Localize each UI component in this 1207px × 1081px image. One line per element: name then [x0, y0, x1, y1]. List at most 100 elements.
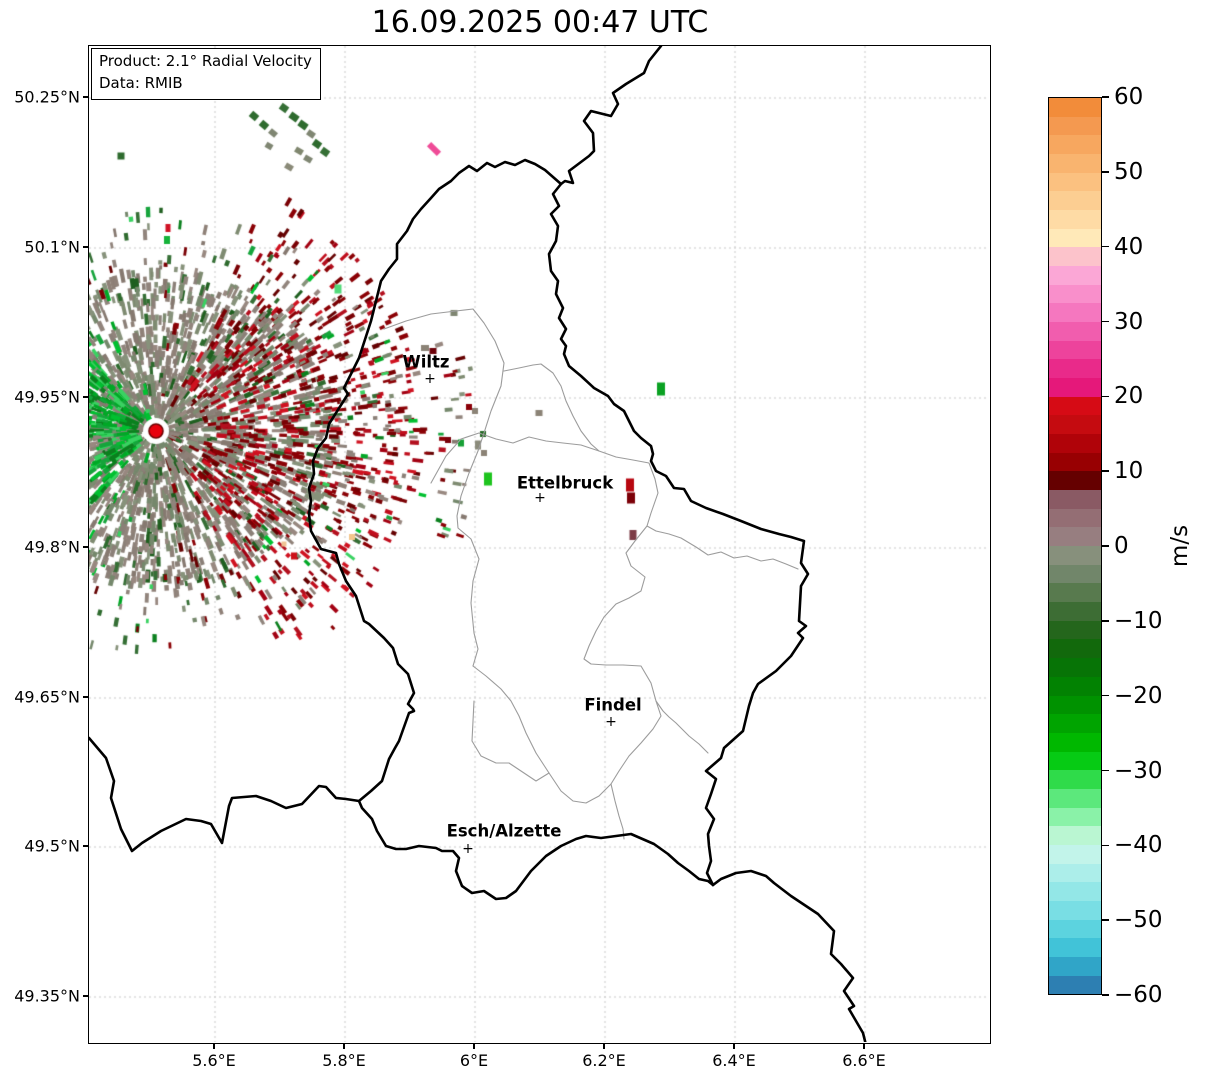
colorbar-tick-label: −50	[1114, 907, 1163, 934]
colorbar-band	[1049, 826, 1101, 845]
y-tick-mark	[83, 845, 88, 847]
x-tick-mark	[863, 1044, 865, 1049]
colorbar-band	[1049, 844, 1101, 864]
colorbar-tick-mark	[1102, 171, 1109, 173]
colorbar-band	[1049, 490, 1101, 509]
colorbar-band	[1049, 975, 1101, 995]
y-tick-mark	[83, 696, 88, 698]
colorbar-band	[1049, 956, 1101, 976]
colorbar-band	[1049, 882, 1101, 901]
colorbar-band	[1049, 284, 1101, 304]
country-border	[89, 736, 361, 853]
colorbar-tick-label: 10	[1114, 458, 1144, 485]
city-label-esch-alzette: Esch/Alzette	[446, 821, 562, 841]
country-border	[559, 46, 663, 186]
district-border	[610, 783, 625, 840]
x-tick-label: 5.6°E	[192, 1051, 236, 1070]
colorbar-band	[1049, 116, 1101, 136]
colorbar-tick-label: −20	[1114, 682, 1163, 709]
y-tick-mark	[83, 246, 88, 248]
colorbar-tick-mark	[1102, 470, 1109, 472]
colorbar-band	[1049, 919, 1101, 939]
x-tick-label: 5.8°E	[322, 1051, 366, 1070]
city-label-findel: Findel	[584, 695, 642, 715]
colorbar-tick-label: 60	[1114, 84, 1144, 110]
colorbar-band	[1049, 471, 1101, 491]
colorbar-band	[1049, 452, 1101, 472]
colorbar	[1048, 97, 1102, 995]
colorbar-tick-label: 50	[1114, 158, 1144, 185]
colorbar-band	[1049, 172, 1101, 192]
product-line: Product: 2.1° Radial Velocity	[99, 52, 312, 70]
colorbar-band	[1049, 620, 1101, 640]
colorbar-band	[1049, 770, 1101, 789]
figure-title: 16.09.2025 00:47 UTC	[371, 5, 709, 40]
y-tick-label: 49.35°N	[14, 986, 80, 1006]
colorbar-tick-mark	[1102, 96, 1109, 98]
city-label-wiltz: Wiltz	[402, 352, 450, 372]
city-marker-icon: +	[462, 841, 474, 857]
colorbar-band	[1049, 154, 1101, 173]
colorbar-band	[1049, 434, 1101, 453]
colorbar-band	[1049, 863, 1101, 883]
colorbar-band	[1049, 564, 1101, 584]
country-border	[357, 799, 715, 901]
colorbar-tick-mark	[1102, 919, 1109, 921]
colorbar-tick-label: −30	[1114, 757, 1163, 784]
colorbar-band	[1049, 676, 1101, 696]
colorbar-band	[1049, 788, 1101, 808]
y-tick-mark	[83, 995, 88, 997]
x-tick-label: 6°E	[459, 1051, 489, 1070]
colorbar-band	[1049, 266, 1101, 285]
y-tick-mark	[83, 396, 88, 398]
colorbar-band	[1049, 228, 1101, 248]
colorbar-tick-mark	[1102, 395, 1109, 398]
city-label-ettelbruck: Ettelbruck	[516, 473, 614, 493]
x-tick-mark	[343, 1044, 345, 1049]
y-tick-label: 50.25°N	[14, 87, 80, 107]
y-tick-mark	[83, 546, 88, 548]
colorbar-band	[1049, 583, 1101, 603]
colorbar-band	[1049, 322, 1101, 341]
country-border	[711, 869, 867, 1042]
colorbar-band	[1049, 359, 1101, 379]
x-tick-mark	[733, 1044, 735, 1049]
colorbar-band	[1049, 378, 1101, 397]
city-marker-icon: +	[605, 714, 617, 730]
x-tick-mark	[603, 1044, 605, 1049]
district-border	[583, 525, 709, 754]
colorbar-band	[1049, 938, 1101, 957]
colorbar-band	[1049, 695, 1101, 715]
colorbar-band	[1049, 527, 1101, 547]
colorbar-tick-label: 20	[1114, 383, 1144, 410]
country-border	[307, 158, 563, 803]
colorbar-tick-label: 0	[1114, 533, 1129, 559]
product-annotation-box: Product: 2.1° Radial Velocity Data: RMIB	[91, 48, 321, 100]
colorbar-band	[1049, 658, 1101, 677]
x-tick-label: 6.6°E	[842, 1051, 886, 1070]
colorbar-band	[1049, 807, 1101, 827]
colorbar-tick-label: 30	[1114, 308, 1144, 335]
colorbar-band	[1049, 602, 1101, 621]
colorbar-tick-mark	[1102, 620, 1109, 622]
colorbar-band	[1049, 546, 1101, 565]
x-tick-mark	[213, 1044, 215, 1049]
colorbar-unit-label: m/s	[1167, 524, 1193, 568]
colorbar-tick-mark	[1102, 245, 1109, 248]
y-tick-label: 49.95°N	[14, 387, 80, 407]
border-layer	[89, 46, 867, 1042]
colorbar-band	[1049, 303, 1101, 323]
radar-echo-layer	[89, 46, 989, 1042]
colorbar-band	[1049, 639, 1101, 659]
colorbar-tick-mark	[1102, 844, 1109, 847]
colorbar-band	[1049, 191, 1101, 211]
colorbar-band	[1049, 340, 1101, 360]
colorbar-tick-label: −60	[1114, 982, 1163, 1008]
colorbar-band	[1049, 732, 1101, 752]
country-border	[547, 182, 810, 887]
colorbar-band	[1049, 135, 1101, 155]
district-border	[472, 665, 662, 804]
colorbar-band	[1049, 714, 1101, 733]
district-border	[430, 432, 799, 570]
